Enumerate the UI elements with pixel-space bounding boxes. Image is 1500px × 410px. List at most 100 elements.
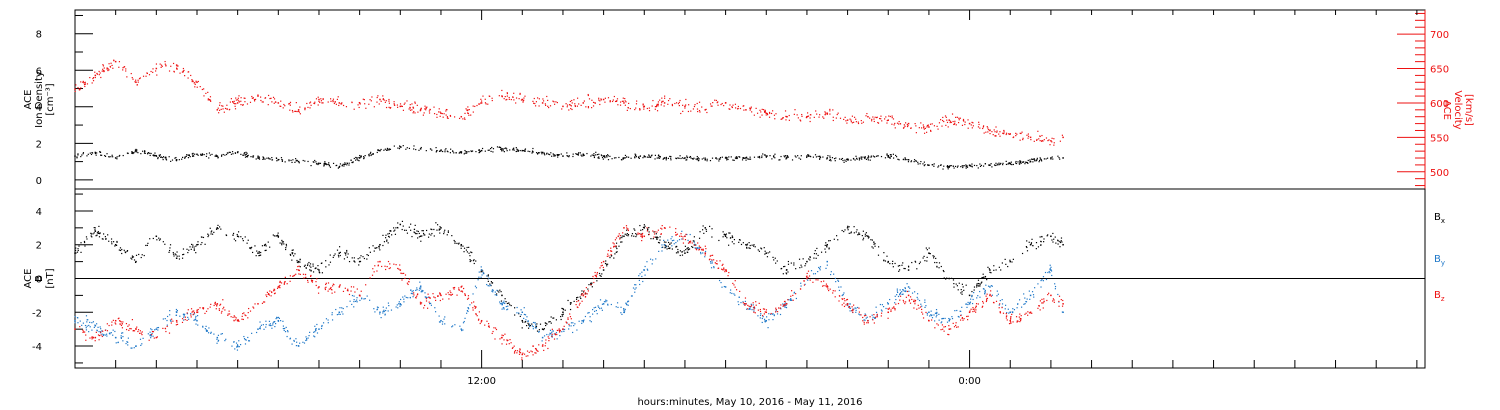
data-point-velocity (175, 64, 178, 66)
scatter-dot-bz (1042, 307, 1044, 309)
scatter-dot-by (621, 313, 623, 316)
scatter-dot-velocity (419, 110, 421, 112)
scatter-dot-bz (893, 306, 895, 308)
scatter-dot-density (719, 156, 722, 159)
scatter-dot-by (247, 340, 250, 342)
scatter-dot-velocity (721, 102, 723, 105)
scatter-dot-bz (961, 316, 964, 319)
scatter-dot-density (847, 159, 850, 161)
scatter-dot-bz (747, 304, 749, 307)
scatter-dot-by (757, 315, 759, 317)
scatter-dot-by (826, 264, 828, 266)
scatter-dot-bz (224, 309, 226, 311)
scatter-dot-velocity (927, 124, 929, 126)
scatter-dot-bx (790, 262, 792, 264)
scatter-dot-density (452, 150, 454, 153)
scatter-dot-bz (873, 314, 875, 316)
scatter-dot-bz (461, 291, 464, 293)
scatter-dot-density (1008, 162, 1010, 164)
scatter-dot-by (331, 319, 334, 321)
scatter-dot-bz (845, 304, 847, 306)
scatter-dot-bx (277, 232, 279, 234)
scatter-dot-bx (833, 238, 835, 240)
scatter-dot-density (352, 161, 354, 163)
scatter-dot-bx (550, 316, 552, 318)
scatter-dot-bz (890, 309, 892, 311)
scatter-dot-velocity (518, 98, 520, 100)
scatter-dot-bx (210, 233, 212, 235)
scatter-dot-bx (545, 322, 547, 324)
scatter-dot-velocity (1027, 137, 1029, 139)
scatter-dot-by (678, 239, 681, 241)
scatter-dot-bx (529, 324, 531, 327)
scatter-dot-density (963, 165, 965, 167)
scatter-dot-bx (489, 283, 491, 285)
scatter-dot-velocity (306, 102, 308, 105)
scatter-dot-velocity (836, 113, 838, 116)
scatter-dot-by (698, 247, 700, 249)
scatter-dot-bx (855, 231, 857, 233)
scatter-dot-bz (594, 271, 596, 274)
scatter-dot-velocity (548, 106, 550, 109)
scatter-dot-bx (373, 250, 375, 252)
scatter-dot-density (149, 154, 151, 157)
scatter-dot-bz (799, 288, 802, 290)
scatter-dot-bz (535, 348, 537, 350)
scatter-dot-bz (1027, 311, 1029, 313)
scatter-dot-density (463, 153, 465, 155)
scatter-dot-bx (354, 261, 356, 263)
scatter-dot-velocity (829, 108, 831, 111)
scatter-dot-velocity (237, 97, 239, 99)
scatter-dot-bz (1016, 320, 1018, 322)
scatter-dot-density (144, 151, 146, 153)
data-point-bz (643, 235, 646, 238)
scatter-dot-bz (293, 275, 295, 277)
scatter-dot-velocity (111, 64, 113, 67)
scatter-dot-bx (261, 245, 264, 247)
scatter-dot-velocity (648, 107, 650, 109)
scatter-dot-bx (850, 231, 852, 233)
scatter-dot-by (896, 294, 898, 296)
scatter-dot-by (616, 302, 619, 304)
left-tick-label: 0 (36, 176, 42, 187)
scatter-dot-bz (331, 285, 334, 287)
scatter-dot-density (244, 154, 246, 156)
scatter-dot-bz (162, 327, 164, 330)
scatter-dot-by (316, 323, 318, 326)
scatter-dot-velocity (929, 123, 932, 125)
scatter-dot-bx (264, 243, 267, 245)
scatter-dot-density (1032, 158, 1034, 160)
scatter-dot-density (324, 161, 326, 163)
scatter-dot-bz (434, 297, 436, 299)
scatter-dot-bz (693, 244, 696, 246)
scatter-dot-bz (675, 233, 677, 236)
scatter-dot-density (662, 158, 664, 160)
scatter-dot-bx (285, 245, 288, 247)
scatter-dot-bz (613, 245, 615, 248)
scatter-dot-bz (905, 301, 907, 303)
scatter-dot-velocity (280, 105, 282, 108)
scatter-dot-bz (233, 315, 235, 317)
scatter-dot-bx (936, 261, 938, 264)
scatter-dot-velocity (967, 119, 969, 121)
scatter-dot-density (258, 157, 260, 160)
scatter-dot-bx (577, 296, 579, 298)
scatter-dot-density (221, 154, 223, 156)
scatter-dot-velocity (995, 135, 997, 137)
scatter-dot-by (262, 324, 264, 326)
scatter-dot-bx (293, 255, 295, 257)
scatter-dot-bz (279, 281, 281, 284)
scatter-dot-bx (93, 232, 95, 234)
scatter-dot-by (466, 309, 469, 312)
scatter-dot-by (548, 334, 550, 336)
scatter-dot-density (371, 153, 373, 156)
scatter-dot-bx (848, 232, 850, 234)
scatter-dot-bz (350, 286, 353, 288)
scatter-dot-by (481, 274, 483, 276)
scatter-dot-density (524, 150, 526, 152)
scatter-dot-bx (430, 228, 432, 230)
scatter-dot-density (618, 156, 620, 159)
scatter-dot-velocity (464, 112, 466, 115)
scatter-dot-by (341, 307, 343, 309)
